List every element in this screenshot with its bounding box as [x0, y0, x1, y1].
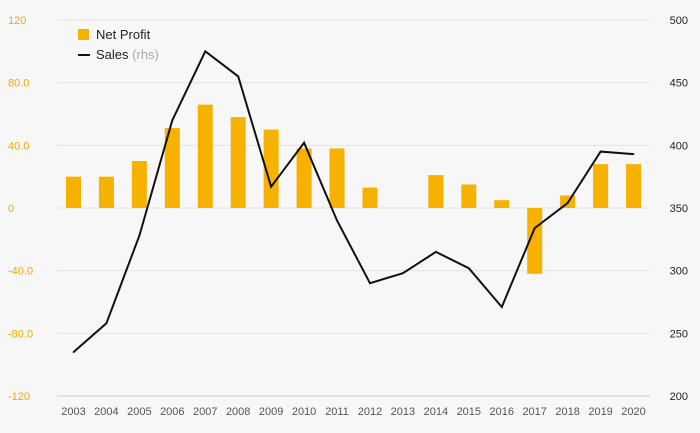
bar-net-profit-2008: [230, 117, 246, 208]
x-tick-label: 2017: [522, 406, 546, 418]
net-profit-bars: [65, 104, 642, 274]
sales-point-2009: [270, 185, 272, 188]
right-tick-label: 350: [670, 203, 688, 215]
sales-point-2015: [468, 267, 470, 269]
bar-net-profit-2003: [65, 176, 81, 208]
bar-net-profit-2009: [263, 129, 279, 208]
sales-point-2017: [533, 227, 536, 229]
x-tick-label: 2018: [555, 406, 579, 418]
sales-point-2008: [237, 75, 239, 78]
bar-net-profit-2006: [164, 128, 180, 208]
sales-point-2016: [500, 306, 503, 308]
legend-label-sales: Sales (rhs): [96, 47, 159, 62]
sales-point-2020: [632, 153, 635, 155]
right-tick-label: 300: [670, 266, 688, 278]
right-axis-ticks: 500 450 400 350 300 250 200: [670, 15, 688, 403]
legend-swatch-net-profit: [78, 29, 89, 40]
sales-point-2013: [402, 272, 404, 274]
sales-line-layer: [72, 49, 635, 353]
left-tick-label: -80.0: [8, 328, 33, 340]
left-axis-ticks: 120 80.0 40.0 0 -40.0 -80.0 -120: [8, 15, 33, 403]
bar-net-profit-2005: [131, 161, 147, 208]
x-tick-label: 2005: [127, 406, 151, 418]
bar-net-profit-2019: [593, 164, 609, 208]
left-tick-label: -120: [8, 391, 30, 403]
bar-net-profit-2012: [362, 187, 378, 208]
legend-label-net-profit: Net Profit: [96, 27, 151, 42]
sales-point-2005: [138, 234, 141, 237]
legend: Net Profit Sales (rhs): [78, 27, 159, 62]
left-tick-label: -40.0: [8, 266, 33, 278]
sales-point-2006: [171, 119, 174, 122]
x-tick-label: 2007: [193, 406, 217, 418]
x-tick-label: 2013: [391, 406, 415, 418]
bar-net-profit-2014: [428, 175, 444, 208]
sales-point-2012: [369, 282, 371, 285]
sales-point-2003: [72, 351, 75, 353]
left-tick-label: 0: [8, 203, 14, 215]
x-tick-label: 2012: [358, 406, 382, 418]
legend-sales-suffix: (rhs): [132, 47, 159, 62]
left-tick-label: 40.0: [8, 140, 29, 152]
x-axis-ticks: 2003 2004 2005 2006 2007 2008 2009 2010 2011 2012…: [61, 406, 646, 418]
left-tick-label: 120: [8, 15, 26, 27]
bar-net-profit-2004: [98, 176, 114, 208]
x-tick-label: 2003: [61, 406, 85, 418]
right-tick-label: 500: [670, 15, 688, 27]
x-tick-label: 2019: [588, 406, 612, 418]
bar-net-profit-2007: [197, 104, 213, 208]
x-tick-label: 2006: [160, 406, 184, 418]
sales-line: [72, 49, 634, 353]
sales-point-2011: [336, 219, 338, 222]
right-tick-label: 200: [670, 391, 688, 403]
x-tick-label: 2010: [292, 406, 316, 418]
x-tick-label: 2004: [94, 406, 118, 418]
sales-point-2007: [204, 50, 207, 53]
bar-net-profit-2015: [461, 184, 477, 208]
legend-sales-name: Sales: [96, 47, 129, 62]
x-tick-label: 2016: [490, 406, 514, 418]
bar-net-profit-2011: [329, 148, 345, 208]
x-tick-label: 2015: [457, 406, 481, 418]
x-tick-label: 2011: [325, 406, 349, 418]
sales-point-2018: [566, 202, 569, 204]
bar-net-profit-2010: [296, 148, 312, 208]
gridlines: [57, 19, 650, 397]
x-tick-label: 2020: [621, 406, 645, 418]
right-tick-label: 450: [670, 78, 688, 90]
x-tick-label: 2014: [424, 406, 448, 418]
x-tick-label: 2008: [226, 406, 250, 418]
sales-point-2004: [105, 322, 108, 325]
bar-net-profit-2020: [626, 164, 642, 208]
x-tick-label: 2009: [259, 406, 283, 418]
right-tick-label: 250: [670, 328, 688, 340]
sales-point-2010: [303, 142, 305, 144]
sales-point-2014: [435, 251, 437, 253]
right-tick-label: 400: [670, 140, 688, 152]
left-tick-label: 80.0: [8, 78, 29, 90]
sales-point-2019: [599, 150, 602, 153]
bar-net-profit-2016: [494, 200, 510, 208]
